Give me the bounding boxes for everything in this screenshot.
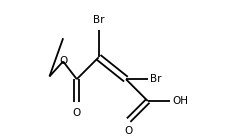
Text: Br: Br <box>150 74 161 84</box>
Text: O: O <box>124 126 132 136</box>
Text: Br: Br <box>93 15 104 25</box>
Text: OH: OH <box>172 96 188 106</box>
Text: O: O <box>72 108 81 118</box>
Text: O: O <box>59 56 67 66</box>
